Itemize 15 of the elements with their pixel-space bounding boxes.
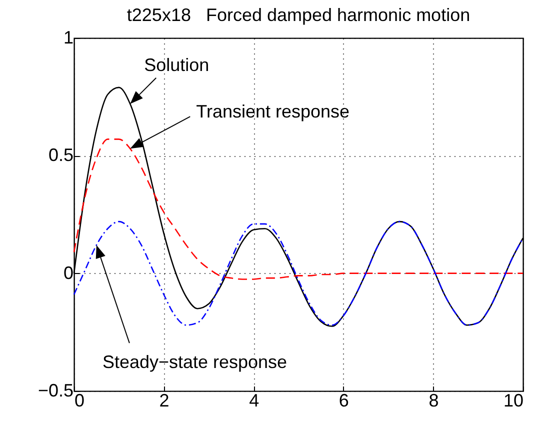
y-tick-label: −0.5	[38, 380, 74, 400]
line-series	[73, 138, 524, 280]
text: Transient response	[196, 102, 350, 122]
x-tick-label: 8	[428, 390, 439, 410]
y-tick-label: 0	[63, 262, 74, 283]
x-tick-label: 4	[249, 390, 260, 410]
x-tick-label: 2	[159, 390, 170, 410]
x-tick-label: 10	[503, 390, 524, 410]
x-tick-label: 6	[338, 390, 349, 410]
y-tick-label: 0.5	[48, 145, 74, 166]
text: Steady−state response	[102, 352, 288, 372]
series-label: Solution	[144, 54, 210, 75]
y-tick-label: 1	[63, 28, 74, 48]
chart-title: t225x18 Forced damped harmonic motion	[126, 5, 470, 25]
line-series	[73, 220, 524, 326]
